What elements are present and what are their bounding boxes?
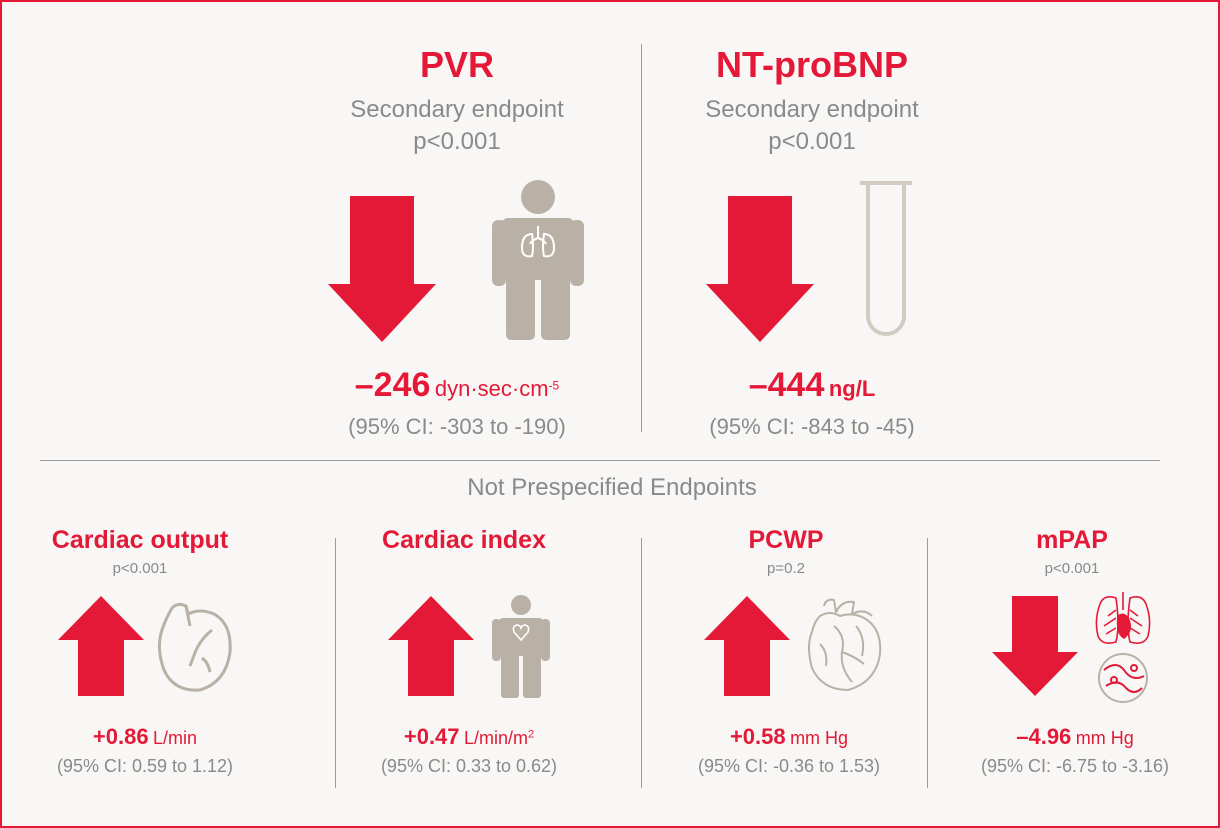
anatomical-heart-icon bbox=[808, 598, 882, 691]
cardiac-index-title: Cardiac index bbox=[382, 526, 546, 554]
cardiac-output-value: +0.86 bbox=[92, 724, 149, 749]
pcwp-value: +0.58 bbox=[729, 724, 786, 749]
lungs-vessel-icon bbox=[1095, 592, 1151, 703]
pcwp-title: PCWP bbox=[748, 526, 824, 554]
mpap-value: –4.96 bbox=[1016, 724, 1072, 749]
cardiac-index-unit: L/min/m bbox=[463, 728, 528, 748]
bottom-divider-1 bbox=[335, 538, 336, 788]
cardiac-output-title: Cardiac output bbox=[51, 526, 229, 554]
ntprobnp-ci: (95% CI: -843 to -45) bbox=[709, 414, 915, 439]
cardiac-output-p-value: p<0.001 bbox=[112, 560, 168, 577]
pvr-title: PVR bbox=[419, 44, 495, 85]
cardiac-output-up-arrow-icon bbox=[58, 596, 144, 696]
ntprobnp-unit: ng/L bbox=[828, 376, 876, 401]
pcwp-up-arrow-icon bbox=[704, 596, 790, 696]
pvr-value-row: –246 dyn·sec·cm-5 bbox=[267, 366, 647, 405]
ntprobnp-down-arrow-icon bbox=[706, 196, 814, 342]
cardiac-index-value: +0.47 bbox=[403, 724, 460, 749]
pcwp-value-row: +0.58 mm Hg bbox=[674, 724, 904, 750]
mpap-value-row: –4.96 mm Hg bbox=[960, 724, 1190, 750]
ntprobnp-value-row: –444 ng/L bbox=[642, 366, 982, 405]
mpap-ci: (95% CI: -6.75 to -3.16) bbox=[980, 756, 1170, 776]
ntprobnp-subtitle: Secondary endpoint bbox=[705, 96, 919, 123]
ntprobnp-title: NT-proBNP bbox=[716, 44, 908, 85]
bottom-divider-2 bbox=[641, 538, 642, 788]
person-lungs-icon bbox=[492, 180, 584, 340]
cardiac-index-ci: (95% CI: 0.33 to 0.62) bbox=[380, 756, 558, 776]
cardiac-output-unit: L/min bbox=[153, 728, 198, 748]
mpap-title: mPAP bbox=[1036, 526, 1108, 554]
pvr-subtitle: Secondary endpoint bbox=[350, 96, 564, 123]
test-tube-icon bbox=[860, 181, 912, 336]
mpap-p-value: p<0.001 bbox=[1044, 560, 1100, 577]
mpap-down-arrow-icon bbox=[992, 596, 1078, 696]
cardiac-index-up-arrow-icon bbox=[388, 596, 474, 696]
pvr-down-arrow-icon bbox=[328, 196, 436, 342]
section-divider bbox=[40, 460, 1160, 461]
pvr-unit-superscript: -5 bbox=[548, 378, 560, 393]
pvr-ci: (95% CI: -303 to -190) bbox=[348, 414, 566, 439]
pvr-value: –246 bbox=[354, 366, 431, 404]
bottom-divider-3 bbox=[927, 538, 928, 788]
ntprobnp-p-value: p<0.001 bbox=[768, 128, 856, 155]
person-heart-icon bbox=[492, 595, 550, 698]
cardiac-index-value-row: +0.47 L/min/m2 bbox=[354, 724, 584, 750]
top-column-divider bbox=[641, 44, 642, 432]
heart-outline-icon bbox=[157, 602, 232, 692]
pvr-p-value: p<0.001 bbox=[413, 128, 501, 155]
pcwp-ci: (95% CI: -0.36 to 1.53) bbox=[697, 756, 881, 776]
cardiac-index-unit-superscript: 2 bbox=[528, 728, 535, 741]
ntprobnp-value: –444 bbox=[748, 366, 825, 404]
cardiac-output-value-row: +0.86 L/min bbox=[30, 724, 260, 750]
mpap-unit: mm Hg bbox=[1075, 728, 1134, 748]
pcwp-unit: mm Hg bbox=[790, 728, 849, 748]
pvr-unit: dyn·sec·cm bbox=[434, 376, 549, 401]
pcwp-p-value: p=0.2 bbox=[767, 560, 805, 577]
section-label: Not Prespecified Endpoints bbox=[467, 474, 757, 501]
cardiac-output-ci: (95% CI: 0.59 to 1.12) bbox=[56, 756, 234, 776]
